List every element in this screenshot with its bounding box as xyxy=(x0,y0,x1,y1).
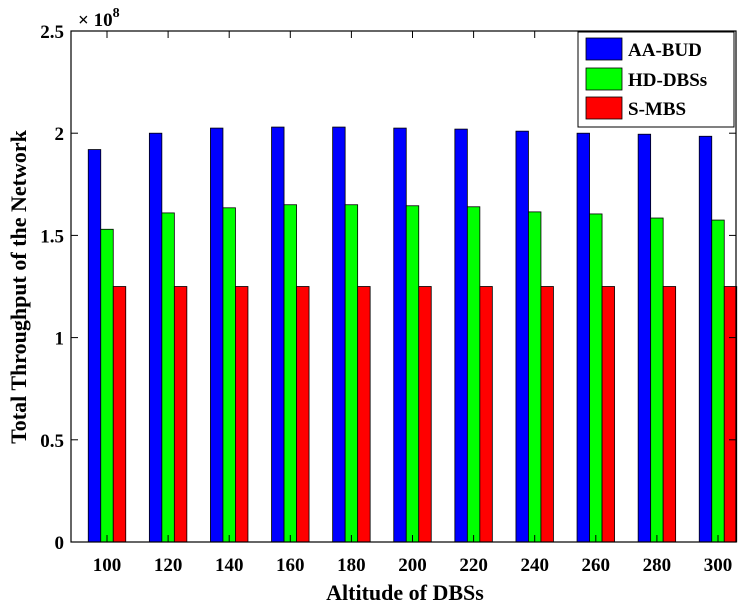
bar-s-mbs-220 xyxy=(479,286,493,543)
bar-s-mbs-300 xyxy=(723,286,738,543)
bar-aa-bud-100 xyxy=(87,149,102,543)
bars-layer xyxy=(87,126,738,543)
bar-aa-bud-180 xyxy=(332,126,346,543)
bar-s-mbs-180 xyxy=(357,286,371,543)
x-tick-label-240: 240 xyxy=(520,555,549,576)
x-tick-labels: 100 120 140 160 180 200 220 240 260 280 300 xyxy=(93,555,733,576)
x-tick-label-300: 300 xyxy=(704,555,733,576)
legend-swatch-hd-dbss xyxy=(585,67,623,91)
x-tick-label-140: 140 xyxy=(215,555,244,576)
bar-aa-bud-200 xyxy=(393,127,407,543)
bar-hd-dbss-240 xyxy=(528,211,542,543)
y-tick-label-0: 0 xyxy=(55,533,65,554)
x-axis-title: Altitude of DBSs xyxy=(326,580,484,605)
bar-s-mbs-100 xyxy=(112,286,127,543)
bar-hd-dbss-100 xyxy=(100,228,114,543)
exponent-label: × 108 xyxy=(78,6,120,31)
bar-s-mbs-280 xyxy=(662,286,677,543)
y-tick-label-1: 0.5 xyxy=(40,431,64,452)
x-tick-label-260: 260 xyxy=(582,555,611,576)
ticks-layer xyxy=(71,30,736,543)
bar-aa-bud-240 xyxy=(515,130,529,543)
bar-hd-dbss-280 xyxy=(650,217,664,543)
x-tick-label-220: 220 xyxy=(459,555,488,576)
bar-aa-bud-160 xyxy=(271,126,285,543)
x-tick-label-160: 160 xyxy=(276,555,305,576)
bar-aa-bud-300 xyxy=(698,135,713,543)
y-tick-label-4: 2 xyxy=(55,124,65,145)
axes-box xyxy=(70,30,737,543)
y-tick-labels: 0 0.5 1 1.5 2 2.5 xyxy=(40,22,64,554)
y-axis-title: Total Throughput of the Network xyxy=(6,129,31,444)
bar-s-mbs-160 xyxy=(296,286,310,543)
x-tick-label-200: 200 xyxy=(398,555,427,576)
y-tick-label-3: 1.5 xyxy=(40,226,64,247)
bar-s-mbs-240 xyxy=(540,286,554,543)
legend-label-hd-dbss: HD-DBSs xyxy=(628,70,707,91)
x-tick-label-280: 280 xyxy=(643,555,672,576)
y-tick-label-5: 2.5 xyxy=(40,22,64,43)
bar-aa-bud-280 xyxy=(637,133,652,543)
bar-hd-dbss-200 xyxy=(405,205,420,543)
x-tick-label-120: 120 xyxy=(154,555,183,576)
bar-aa-bud-120 xyxy=(148,132,163,543)
bar-hd-dbss-300 xyxy=(711,219,725,543)
bar-hd-dbss-260 xyxy=(589,213,603,543)
legend-label-aa-bud: AA-BUD xyxy=(628,40,702,61)
y-tick-label-2: 1 xyxy=(55,329,65,350)
legend-swatch-aa-bud xyxy=(585,37,623,61)
bar-aa-bud-140 xyxy=(210,127,224,543)
bar-s-mbs-200 xyxy=(418,286,432,543)
legend: AA-BUD HD-DBSs S-MBS xyxy=(577,31,735,128)
legend-swatch-s-mbs xyxy=(585,96,623,120)
bar-aa-bud-220 xyxy=(454,128,468,543)
bar-hd-dbss-180 xyxy=(344,204,359,543)
bar-aa-bud-260 xyxy=(576,132,590,543)
bar-hd-dbss-220 xyxy=(466,206,481,543)
bar-hd-dbss-160 xyxy=(283,204,297,543)
x-tick-label-180: 180 xyxy=(337,555,366,576)
bar-hd-dbss-120 xyxy=(161,212,175,543)
x-tick-label-100: 100 xyxy=(93,555,122,576)
bar-s-mbs-260 xyxy=(601,286,615,543)
bar-s-mbs-140 xyxy=(235,286,249,543)
legend-label-s-mbs: S-MBS xyxy=(628,99,686,120)
bar-s-mbs-120 xyxy=(173,286,188,543)
bar-hd-dbss-140 xyxy=(222,207,236,543)
